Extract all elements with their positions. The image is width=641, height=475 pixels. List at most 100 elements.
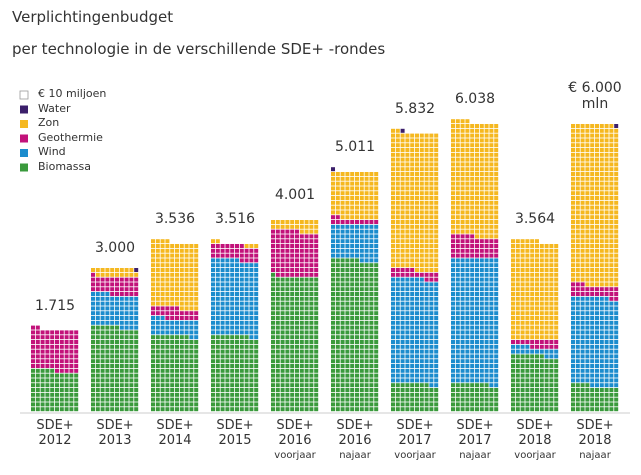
cell (549, 368, 554, 373)
cell (249, 368, 254, 373)
cell (494, 167, 499, 172)
cell (55, 407, 59, 412)
cell (575, 162, 580, 167)
cell (554, 301, 559, 306)
cell (91, 316, 95, 320)
cell (239, 268, 244, 272)
cell (350, 335, 355, 340)
cell (309, 272, 314, 277)
cell (179, 301, 184, 306)
cell (314, 292, 319, 296)
cell (599, 148, 604, 152)
cell (595, 340, 599, 344)
cell (470, 200, 475, 205)
cell (211, 325, 215, 330)
cell (350, 378, 355, 383)
cell (455, 143, 460, 148)
cell (230, 397, 235, 402)
cell (460, 292, 465, 296)
cell (340, 316, 345, 320)
cell (244, 325, 249, 330)
cell (539, 316, 544, 320)
cell (290, 344, 295, 349)
cell (134, 272, 139, 277)
cell (580, 148, 585, 152)
cell (184, 301, 189, 306)
cell (479, 143, 484, 148)
cell (64, 340, 69, 344)
cell (309, 268, 314, 272)
cell (304, 268, 309, 272)
cell (244, 272, 249, 277)
cell (434, 176, 439, 181)
cell (580, 210, 585, 215)
cell (369, 296, 374, 301)
cell (189, 402, 194, 407)
cell (400, 220, 405, 224)
cell (100, 364, 105, 368)
cell (355, 258, 359, 263)
cell (160, 335, 165, 340)
cell (331, 397, 335, 402)
cell (604, 244, 609, 248)
cell (350, 373, 355, 378)
cell (405, 359, 410, 364)
cell (585, 349, 590, 354)
cell (455, 253, 460, 258)
cell (355, 239, 359, 244)
cell (489, 244, 494, 248)
cell (355, 205, 359, 210)
cell (155, 306, 160, 311)
cell (609, 176, 614, 181)
cell (295, 359, 299, 364)
cell (580, 124, 585, 128)
cell (479, 349, 484, 354)
cell (489, 162, 494, 167)
cell (215, 335, 220, 340)
chart-title: Verplichtingenbudget (12, 8, 174, 26)
cell (69, 392, 74, 397)
cell (280, 224, 285, 229)
cell (350, 344, 355, 349)
cell (211, 287, 215, 292)
cell (290, 229, 295, 234)
cell (304, 349, 309, 354)
cell (465, 224, 470, 229)
cell (134, 378, 139, 383)
cell (599, 287, 604, 292)
cell (520, 316, 525, 320)
cell (91, 287, 95, 292)
cell (614, 268, 619, 272)
cell (479, 172, 484, 176)
cell (489, 320, 494, 325)
cell (405, 392, 410, 397)
cell (554, 335, 559, 340)
segment (451, 383, 499, 412)
cell (350, 340, 355, 344)
cell (225, 364, 230, 368)
cell (175, 311, 179, 316)
cell (215, 296, 220, 301)
cell (585, 239, 590, 244)
cell (410, 344, 415, 349)
cell (134, 301, 139, 306)
cell (494, 196, 499, 200)
cell (124, 364, 129, 368)
cell (275, 349, 280, 354)
cell (465, 157, 470, 162)
cell (451, 133, 455, 138)
cell (599, 244, 604, 248)
cell (580, 354, 585, 359)
cell (424, 248, 429, 253)
cell (179, 325, 184, 330)
cell (455, 316, 460, 320)
cell (309, 311, 314, 316)
cell (235, 364, 239, 368)
cell (134, 268, 139, 272)
cell (50, 359, 55, 364)
cell (590, 364, 595, 368)
cell (350, 311, 355, 316)
cell (129, 368, 134, 373)
cell (484, 354, 489, 359)
cell (580, 277, 585, 282)
